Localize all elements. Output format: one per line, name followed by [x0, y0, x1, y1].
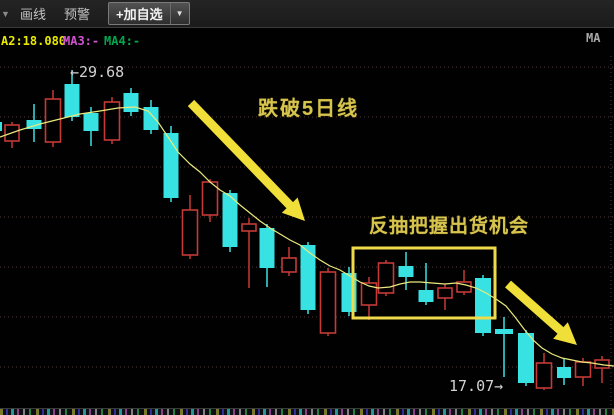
bottom-separator [0, 408, 614, 409]
ma4-value: MA4:- [104, 34, 141, 48]
menu-item-alert[interactable]: 预警 [64, 7, 91, 22]
low-price-label: 17.07→ [449, 377, 504, 395]
add-watchlist-caret-icon[interactable]: ▼ [175, 9, 184, 18]
ma2-value: A2:18.080 [1, 34, 67, 48]
annotation-break-5day-line: 跌破5日线 [258, 98, 360, 120]
menu-item-draw-line[interactable]: 画线 [20, 7, 47, 22]
toolbar: ▼ 画线 预警 +加自选 ▼ [0, 0, 614, 28]
high-price-label: ←29.68 [70, 63, 125, 81]
ma-indicator-label: MA [586, 31, 601, 45]
add-watchlist-button-group: +加自选 ▼ [108, 2, 190, 25]
toolbar-dropdown-caret-icon[interactable]: ▼ [1, 8, 10, 19]
status-ticker-strip [0, 409, 614, 415]
add-watchlist-button[interactable]: +加自选 [109, 3, 171, 24]
annotation-rebound-sell-opportunity: 反抽把握出货机会 [369, 216, 530, 237]
ma3-value: MA3:- [63, 34, 100, 48]
